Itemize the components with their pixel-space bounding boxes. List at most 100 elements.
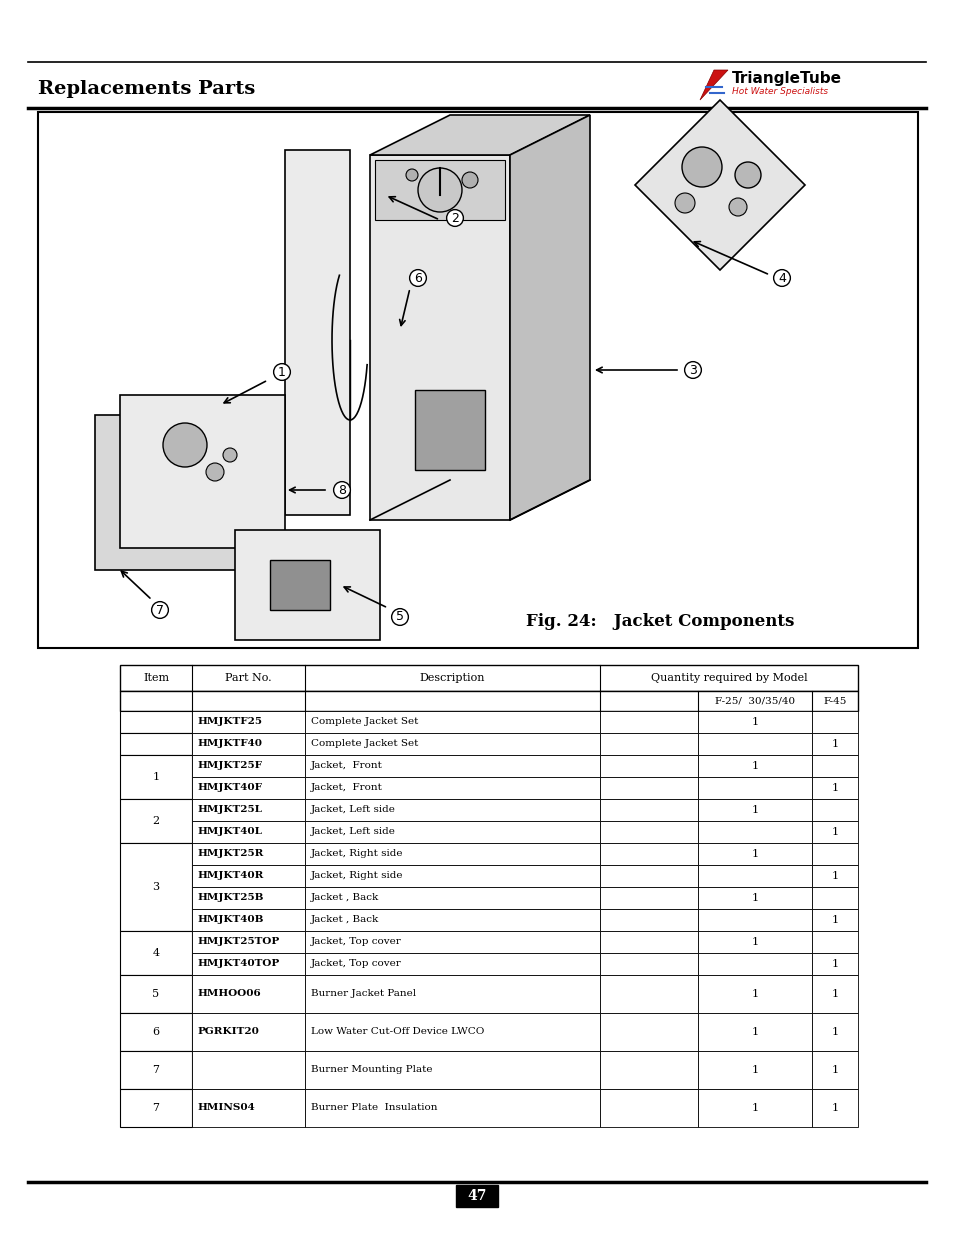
Bar — [120, 395, 285, 548]
Text: HMHOO06: HMHOO06 — [196, 989, 260, 999]
Bar — [120, 1089, 192, 1128]
Text: Replacements Parts: Replacements Parts — [38, 80, 255, 98]
Bar — [192, 931, 305, 953]
Text: 5: 5 — [152, 989, 159, 999]
Text: HMJKT25TOP: HMJKT25TOP — [196, 937, 279, 946]
Bar — [192, 1013, 305, 1051]
Bar — [120, 1051, 192, 1089]
Text: 1: 1 — [831, 783, 838, 793]
Circle shape — [223, 448, 236, 462]
Text: 1: 1 — [152, 772, 159, 782]
Bar — [599, 931, 698, 953]
Text: 1: 1 — [751, 937, 758, 947]
Text: Jacket , Back: Jacket , Back — [311, 893, 379, 903]
Bar — [811, 844, 857, 864]
Text: 1: 1 — [277, 366, 286, 378]
Bar — [599, 821, 698, 844]
Bar — [120, 734, 192, 755]
Bar — [120, 755, 192, 799]
Bar — [599, 1051, 698, 1089]
Text: 6: 6 — [152, 1028, 159, 1037]
Bar — [120, 931, 192, 974]
Bar — [192, 887, 305, 909]
Bar — [811, 734, 857, 755]
Bar — [456, 1186, 497, 1207]
Text: Jacket,  Front: Jacket, Front — [311, 762, 382, 771]
Polygon shape — [635, 100, 804, 270]
Text: Burner Jacket Panel: Burner Jacket Panel — [311, 989, 416, 999]
Bar — [192, 777, 305, 799]
Bar — [305, 909, 599, 931]
Bar — [698, 734, 811, 755]
Bar — [305, 864, 599, 887]
Bar — [305, 974, 599, 1013]
Text: F-25/  30/35/40: F-25/ 30/35/40 — [714, 697, 794, 705]
Bar — [305, 799, 599, 821]
Bar — [698, 1013, 811, 1051]
Text: Burner Plate  Insulation: Burner Plate Insulation — [311, 1104, 437, 1113]
Text: 2: 2 — [152, 816, 159, 826]
Bar — [305, 1089, 599, 1128]
Text: 1: 1 — [831, 989, 838, 999]
Bar — [698, 887, 811, 909]
Bar — [811, 974, 857, 1013]
Bar — [192, 953, 305, 974]
Bar — [120, 1013, 192, 1051]
Text: F-45: F-45 — [822, 697, 846, 705]
Bar — [305, 777, 599, 799]
Text: 1: 1 — [751, 718, 758, 727]
Text: Jacket, Top cover: Jacket, Top cover — [311, 937, 401, 946]
Bar — [599, 864, 698, 887]
Polygon shape — [370, 156, 510, 520]
Circle shape — [141, 511, 154, 525]
Bar — [811, 777, 857, 799]
Bar — [305, 755, 599, 777]
Text: Jacket,  Front: Jacket, Front — [311, 783, 382, 793]
Bar — [599, 799, 698, 821]
Circle shape — [406, 169, 417, 182]
Circle shape — [461, 172, 477, 188]
Text: Jacket, Top cover: Jacket, Top cover — [311, 960, 401, 968]
Bar — [811, 864, 857, 887]
Text: HMJKT25R: HMJKT25R — [196, 850, 263, 858]
Bar — [305, 821, 599, 844]
Polygon shape — [370, 115, 589, 156]
Text: 1: 1 — [831, 1065, 838, 1074]
Bar — [305, 711, 599, 734]
Text: Fig. 24:   Jacket Components: Fig. 24: Jacket Components — [525, 613, 793, 630]
Bar — [120, 692, 857, 711]
Text: 1: 1 — [751, 1028, 758, 1037]
Bar — [305, 734, 599, 755]
Bar — [120, 711, 192, 734]
Bar — [599, 844, 698, 864]
Bar — [599, 1089, 698, 1128]
Circle shape — [206, 463, 224, 480]
Bar — [305, 1013, 599, 1051]
Text: HMJKT25F: HMJKT25F — [196, 762, 262, 771]
Bar — [192, 821, 305, 844]
Bar — [698, 1089, 811, 1128]
Bar — [192, 864, 305, 887]
Bar — [698, 864, 811, 887]
Text: HMJKT40L: HMJKT40L — [196, 827, 262, 836]
Text: 1: 1 — [751, 805, 758, 815]
Bar — [698, 953, 811, 974]
Text: 7: 7 — [152, 1065, 159, 1074]
Text: 7: 7 — [156, 604, 164, 616]
Text: 1: 1 — [831, 871, 838, 881]
Circle shape — [132, 445, 177, 489]
Text: Burner Mounting Plate: Burner Mounting Plate — [311, 1066, 432, 1074]
Circle shape — [728, 198, 746, 216]
Bar — [599, 887, 698, 909]
Text: Complete Jacket Set: Complete Jacket Set — [311, 718, 418, 726]
Bar — [120, 799, 192, 844]
Bar — [698, 931, 811, 953]
Text: HMJKT40TOP: HMJKT40TOP — [196, 960, 279, 968]
Bar — [811, 1013, 857, 1051]
Circle shape — [681, 147, 721, 186]
Bar — [192, 974, 305, 1013]
Bar — [120, 974, 192, 1013]
Bar — [811, 755, 857, 777]
Text: Quantity required by Model: Quantity required by Model — [650, 673, 806, 683]
Text: Part No.: Part No. — [225, 673, 272, 683]
